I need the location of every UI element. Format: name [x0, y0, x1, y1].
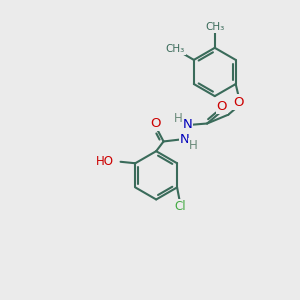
- Text: O: O: [217, 100, 227, 113]
- Text: CH₃: CH₃: [205, 22, 224, 32]
- Text: N: N: [180, 133, 189, 146]
- Text: CH₃: CH₃: [165, 44, 184, 54]
- Text: H: H: [174, 112, 183, 125]
- Text: N: N: [182, 118, 192, 130]
- Text: O: O: [150, 117, 161, 130]
- Text: HO: HO: [96, 155, 114, 168]
- Text: O: O: [233, 95, 244, 109]
- Text: Cl: Cl: [174, 200, 186, 213]
- Text: H: H: [189, 139, 197, 152]
